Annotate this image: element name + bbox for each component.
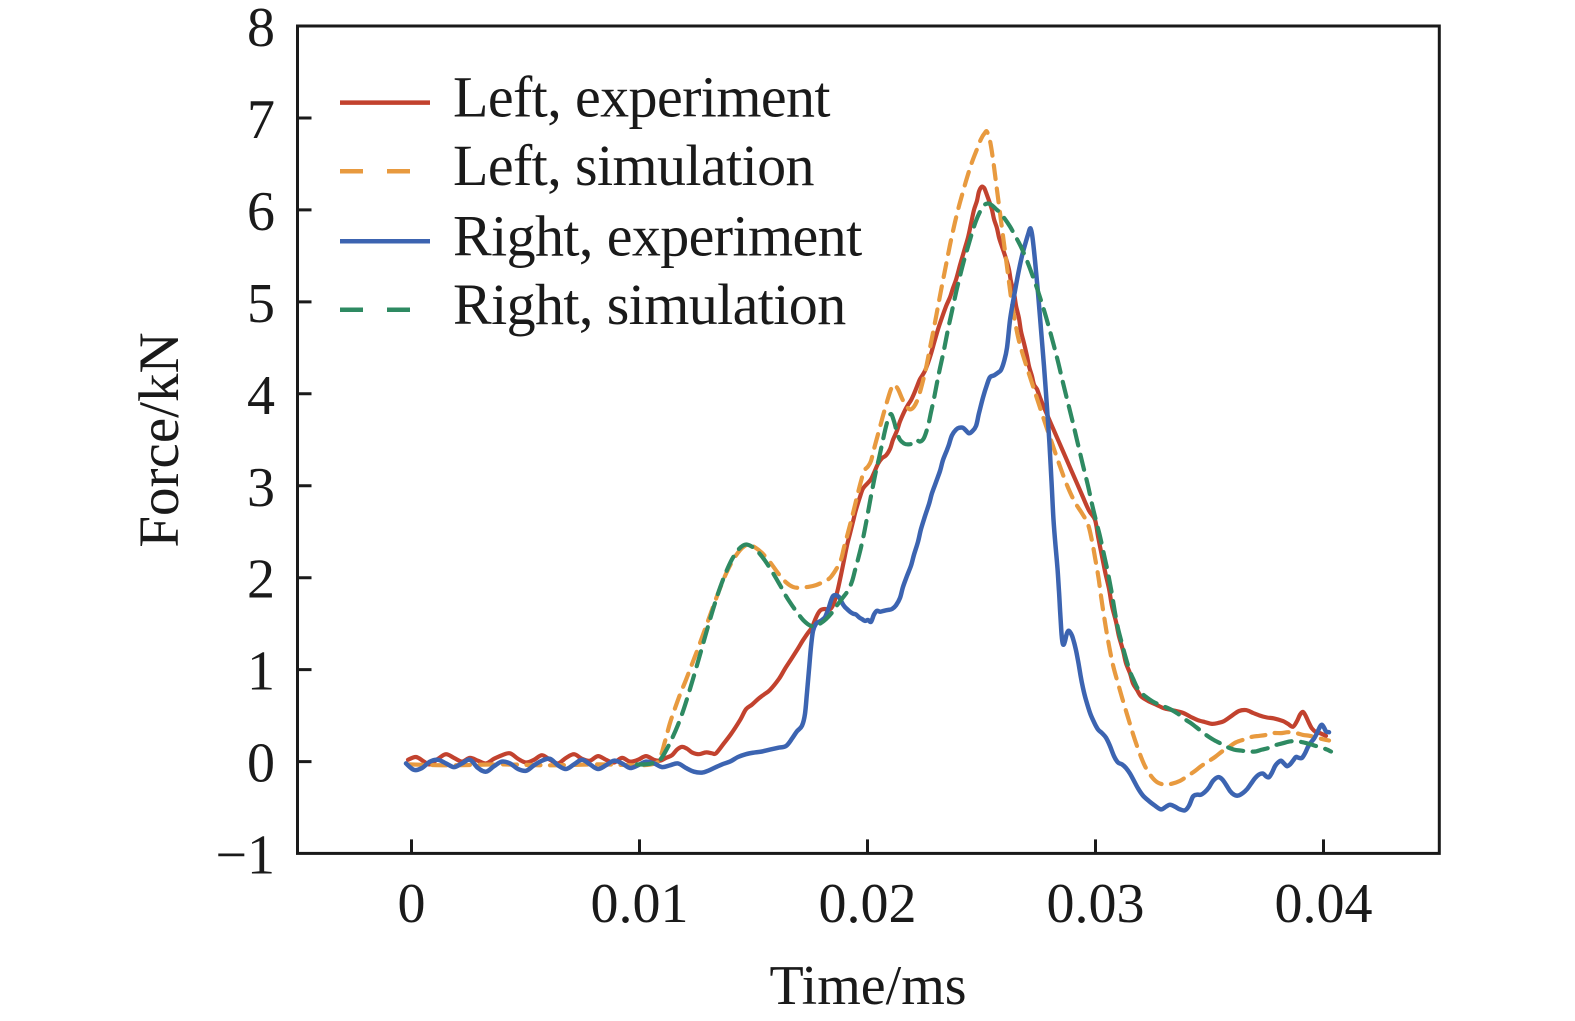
svg-text:1: 1 — [247, 641, 275, 703]
svg-text:2: 2 — [247, 549, 275, 611]
svg-text:Time/ms: Time/ms — [769, 955, 966, 1017]
svg-text:0.03: 0.03 — [1047, 873, 1145, 935]
svg-text:Right, simulation: Right, simulation — [453, 272, 846, 337]
svg-text:3: 3 — [247, 457, 275, 519]
svg-text:0: 0 — [398, 873, 426, 935]
svg-text:8: 8 — [247, 0, 275, 59]
svg-text:Left, simulation: Left, simulation — [453, 133, 814, 198]
svg-text:0.01: 0.01 — [591, 873, 689, 935]
svg-text:Force/kN: Force/kN — [128, 332, 191, 547]
svg-text:Left, experiment: Left, experiment — [453, 65, 830, 130]
svg-text:0.02: 0.02 — [819, 873, 917, 935]
svg-text:−1: −1 — [215, 825, 275, 887]
svg-text:5: 5 — [247, 273, 275, 335]
svg-text:6: 6 — [247, 181, 275, 243]
svg-text:0: 0 — [247, 733, 275, 795]
svg-text:Right, experiment: Right, experiment — [453, 203, 862, 268]
svg-text:0.04: 0.04 — [1275, 873, 1373, 935]
svg-text:7: 7 — [247, 89, 275, 151]
svg-text:4: 4 — [247, 365, 275, 427]
